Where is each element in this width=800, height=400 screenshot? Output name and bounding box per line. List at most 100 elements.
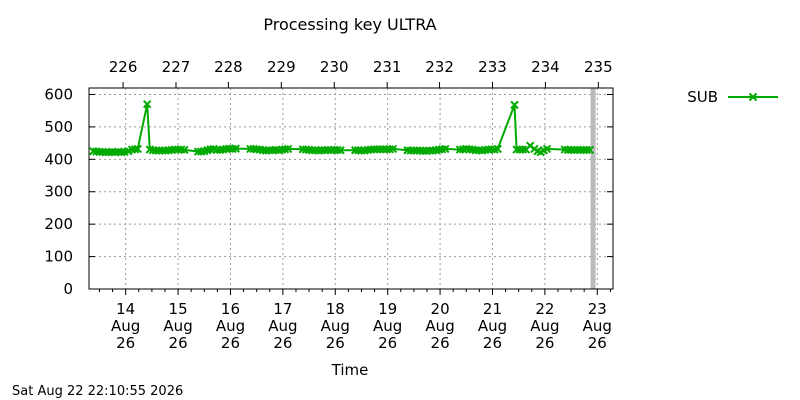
marker-stroke — [409, 146, 419, 155]
data-point — [579, 145, 588, 155]
top-tick-label: 228 — [214, 58, 243, 76]
marker-stroke — [323, 145, 333, 155]
data-point — [283, 144, 293, 154]
x-tick-label: 22 Aug 26 — [530, 300, 559, 352]
marker-stroke — [379, 145, 388, 154]
marker-stroke — [748, 92, 758, 102]
data-point — [570, 145, 579, 155]
marker-stroke — [265, 146, 274, 155]
y-tick-label: 0 — [63, 280, 73, 298]
marker-stroke — [515, 145, 524, 154]
data-point — [512, 145, 521, 154]
marker-stroke — [145, 145, 154, 154]
marker-stroke — [526, 141, 535, 150]
marker-stroke — [142, 100, 152, 109]
marker-stroke — [419, 146, 428, 156]
x-tick-label: 19 Aug 26 — [373, 300, 402, 352]
marker-stroke — [576, 145, 585, 155]
legend-label-sub: SUB — [687, 88, 718, 106]
marker-stroke — [133, 144, 142, 154]
data-point — [542, 144, 552, 154]
grid-layer — [89, 88, 613, 289]
marker-stroke — [158, 146, 167, 155]
y-tick-label: 100 — [44, 248, 73, 266]
axis-layer: 0 100 200 300 400 500 600 14 Aug 26 15 Aug 26 16 Aug 26… — [44, 58, 613, 352]
marker-stroke — [209, 144, 218, 154]
series-layer — [88, 100, 595, 157]
data-point — [582, 145, 592, 155]
data-point — [388, 144, 398, 154]
data-point — [510, 100, 519, 110]
legend-marker-x — [748, 92, 758, 102]
x-tick-label: 21 Aug 26 — [478, 300, 507, 352]
marker-stroke — [388, 144, 398, 154]
marker-stroke — [533, 147, 542, 156]
x-tick-label: 17 Aug 26 — [268, 300, 297, 352]
marker-stroke — [336, 146, 345, 155]
chart-title: Processing key ULTRA — [263, 15, 436, 34]
data-point — [566, 145, 576, 155]
top-tick-label: 234 — [531, 58, 560, 76]
data-point — [563, 145, 573, 155]
marker-stroke — [255, 145, 265, 154]
marker-stroke — [474, 146, 484, 155]
marker-stroke — [441, 144, 450, 154]
marker-stroke — [376, 145, 385, 154]
marker-stroke — [231, 144, 240, 153]
x-tick-label: 14 Aug 26 — [111, 300, 140, 352]
data-point — [406, 146, 415, 155]
marker-stroke — [425, 146, 434, 155]
data-point — [515, 145, 524, 154]
y-tick-label: 600 — [44, 85, 73, 103]
footer-timestamp: Sat Aug 22 22:10:55 2026 — [12, 384, 183, 399]
y-tick-label: 500 — [44, 118, 73, 136]
marker-stroke — [542, 144, 552, 154]
data-point — [180, 145, 189, 155]
data-point — [372, 145, 382, 154]
marker-stroke — [114, 147, 123, 157]
marker-stroke — [333, 145, 342, 155]
marker-stroke — [518, 145, 528, 154]
marker-stroke — [101, 147, 110, 157]
marker-stroke — [130, 145, 140, 154]
marker-stroke — [512, 145, 521, 154]
y-tick-label: 300 — [44, 183, 73, 201]
x-tick-label: 15 Aug 26 — [163, 300, 192, 352]
marker-stroke — [177, 145, 186, 154]
marker-stroke — [155, 146, 164, 155]
marker-stroke — [311, 146, 320, 155]
top-tick-label: 226 — [109, 58, 138, 76]
marker-stroke — [582, 145, 592, 155]
marker-stroke — [406, 146, 415, 155]
data-point — [155, 146, 164, 155]
data-point — [585, 145, 595, 155]
data-point — [336, 146, 345, 155]
marker-stroke — [180, 145, 189, 155]
data-point — [409, 146, 419, 155]
data-point — [231, 144, 240, 153]
marker-stroke — [372, 145, 382, 154]
data-point — [441, 144, 450, 154]
marker-stroke — [252, 145, 261, 154]
marker-stroke — [510, 100, 519, 110]
y-tick-label: 400 — [44, 150, 73, 168]
marker-stroke — [283, 144, 293, 154]
data-point — [151, 146, 161, 155]
data-point — [518, 145, 528, 154]
data-point — [369, 145, 379, 154]
marker-stroke — [573, 145, 582, 155]
marker-stroke — [487, 145, 496, 154]
marker-stroke — [382, 145, 391, 154]
series-line-sub — [93, 103, 590, 154]
data-point — [133, 144, 142, 154]
legend: SUB — [687, 88, 778, 106]
data-point — [573, 145, 582, 155]
top-tick-label: 233 — [478, 58, 507, 76]
x-tick-label: 20 Aug 26 — [425, 300, 454, 352]
data-point — [379, 145, 388, 154]
marker-stroke — [258, 146, 268, 155]
marker-stroke — [357, 146, 366, 155]
marker-stroke — [151, 146, 161, 155]
marker-stroke — [563, 145, 573, 155]
